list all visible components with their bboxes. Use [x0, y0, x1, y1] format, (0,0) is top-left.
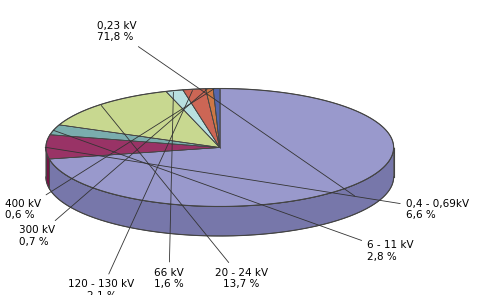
Text: 0,23 kV
71,8 %: 0,23 kV 71,8 %	[97, 21, 355, 196]
Polygon shape	[213, 88, 220, 148]
Polygon shape	[46, 135, 220, 159]
Polygon shape	[50, 125, 220, 148]
Polygon shape	[206, 88, 220, 148]
Text: 66 kV
1,6 %: 66 kV 1,6 %	[154, 92, 184, 289]
Text: 120 - 130 kV
2,1 %: 120 - 130 kV 2,1 %	[68, 91, 193, 295]
Polygon shape	[59, 91, 220, 148]
Polygon shape	[166, 90, 220, 148]
Text: 6 - 11 kV
2,8 %: 6 - 11 kV 2,8 %	[53, 130, 414, 262]
Polygon shape	[46, 148, 394, 236]
Polygon shape	[46, 147, 49, 189]
Text: 0,4 - 0,69kV
6,6 %: 0,4 - 0,69kV 6,6 %	[45, 147, 469, 220]
Polygon shape	[49, 148, 394, 236]
Polygon shape	[183, 89, 220, 148]
Polygon shape	[49, 88, 394, 206]
Text: 300 kV
0,7 %: 300 kV 0,7 %	[19, 89, 207, 247]
Text: 20 - 24 kV
13,7 %: 20 - 24 kV 13,7 %	[101, 105, 268, 289]
Text: 400 kV
0,6 %: 400 kV 0,6 %	[5, 89, 214, 220]
